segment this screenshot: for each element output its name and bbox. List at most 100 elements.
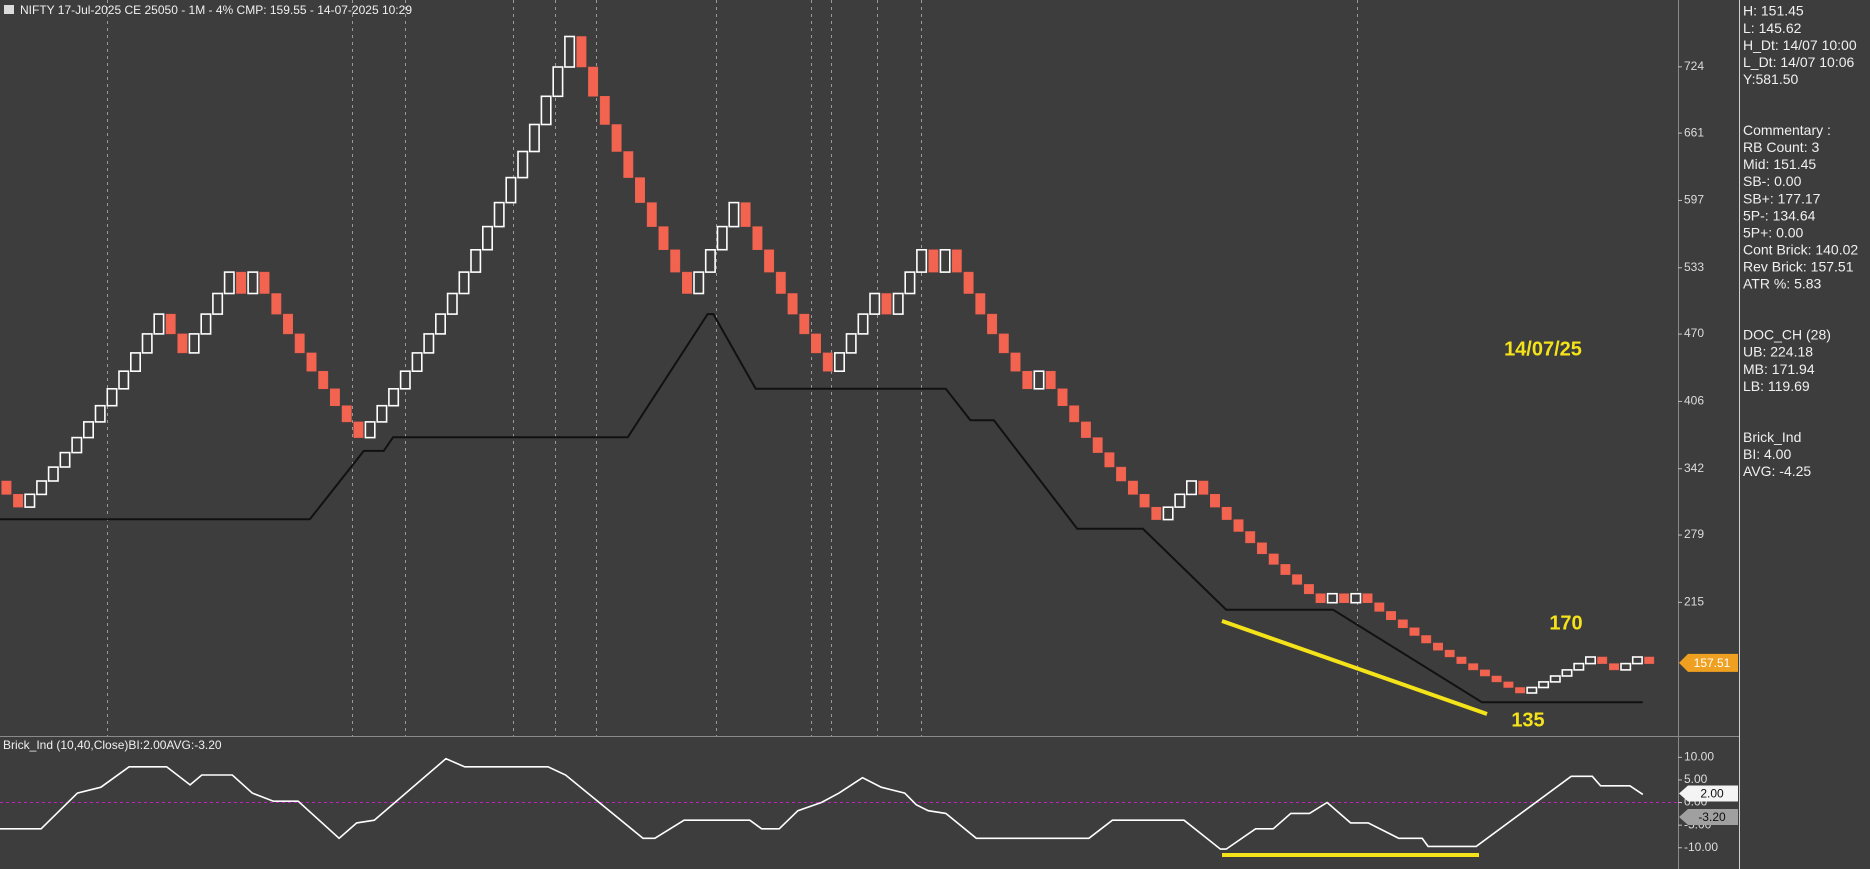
down-brick [658, 226, 669, 250]
down-brick [1116, 466, 1127, 482]
down-brick [975, 293, 986, 315]
up-brick [1186, 480, 1198, 496]
up-brick [71, 436, 83, 454]
info-line: DOC_CH (28) [1743, 327, 1831, 343]
annotation: 135 [1511, 709, 1544, 731]
up-brick [470, 249, 482, 273]
up-brick [36, 480, 48, 496]
up-brick [388, 387, 400, 407]
down-brick [963, 271, 974, 294]
last-price-label: 157.51 [1694, 656, 1731, 670]
down-brick [611, 124, 622, 152]
info-line: ATR %: 5.83 [1743, 276, 1822, 292]
info-line: 5P-: 134.64 [1743, 207, 1816, 223]
down-brick [1022, 370, 1033, 390]
up-brick [458, 271, 470, 295]
y-tick-label: 342 [1684, 461, 1704, 475]
down-brick [1210, 494, 1220, 508]
up-brick [517, 150, 529, 179]
y-tick-label: 533 [1684, 260, 1704, 274]
down-brick [1468, 663, 1479, 671]
info-line: MB: 171.94 [1743, 361, 1815, 377]
down-brick [822, 352, 833, 372]
down-brick [635, 177, 645, 203]
down-brick [1221, 506, 1232, 520]
up-brick [1620, 662, 1632, 671]
up-brick [1573, 662, 1585, 671]
info-line: RB Count: 3 [1743, 139, 1819, 155]
info-line: LB: 119.69 [1743, 378, 1810, 394]
chart-title: NIFTY 17-Jul-2025 CE 25050 - 1M - 4% CMP… [20, 3, 412, 17]
up-brick [693, 271, 705, 295]
trend-line [1221, 619, 1488, 716]
up-brick [200, 313, 212, 335]
up-brick [916, 249, 928, 273]
down-brick [271, 293, 282, 315]
down-brick [1421, 635, 1432, 644]
down-brick [1233, 519, 1244, 532]
down-brick [998, 333, 1009, 354]
up-brick [857, 313, 869, 335]
up-brick [1631, 656, 1643, 665]
up-brick [106, 387, 118, 407]
info-line: H_Dt: 14/07 10:00 [1743, 37, 1857, 53]
down-brick [1268, 553, 1279, 565]
down-brick [1280, 564, 1291, 575]
up-brick [1585, 656, 1597, 665]
up-brick [376, 404, 388, 423]
up-brick [505, 176, 517, 204]
down-brick [1409, 627, 1420, 636]
down-brick [1479, 669, 1490, 677]
info-line: BI: 4.00 [1743, 446, 1791, 462]
down-brick [1433, 642, 1443, 651]
info-line: AVG: -4.25 [1743, 463, 1811, 479]
down-brick [1104, 452, 1115, 468]
up-brick [481, 225, 493, 251]
down-brick [1, 480, 12, 495]
value-tag-label: -3.20 [1698, 810, 1726, 824]
down-brick [1045, 370, 1056, 390]
down-brick [775, 271, 786, 294]
title-icon [4, 5, 14, 14]
up-brick [1162, 506, 1174, 521]
down-brick [951, 249, 962, 273]
up-brick [59, 451, 71, 468]
down-brick [294, 333, 305, 354]
up-brick [1033, 370, 1045, 390]
down-brick [1456, 656, 1467, 664]
down-brick [1057, 388, 1068, 406]
up-brick [423, 333, 435, 354]
up-brick [223, 271, 235, 295]
down-brick [881, 293, 892, 315]
down-brick [623, 151, 634, 178]
y-tick-label: 215 [1684, 595, 1704, 609]
y-tick-label: -10.00 [1684, 840, 1718, 854]
y-tick-label: 470 [1684, 326, 1704, 340]
up-brick [869, 292, 881, 315]
down-brick [1503, 681, 1514, 688]
info-line: Rev Brick: 157.51 [1743, 258, 1854, 274]
down-brick [1151, 506, 1162, 520]
last-price-tag [1679, 653, 1738, 672]
down-brick [1080, 421, 1091, 438]
down-brick [1069, 405, 1080, 423]
down-brick [1256, 542, 1267, 555]
down-brick [764, 249, 775, 273]
down-brick [1315, 593, 1326, 603]
down-brick [1644, 656, 1655, 664]
up-brick [716, 225, 728, 251]
y-tick-label: 597 [1684, 193, 1704, 207]
up-brick [833, 352, 845, 372]
up-brick [845, 333, 857, 354]
down-brick [646, 202, 657, 227]
down-brick [177, 333, 188, 354]
down-brick [811, 333, 821, 354]
down-brick [1010, 352, 1021, 372]
down-brick [670, 249, 681, 273]
down-brick [1092, 437, 1103, 453]
up-brick [247, 271, 259, 295]
down-brick [599, 96, 610, 125]
down-brick [1198, 480, 1209, 495]
up-brick [728, 201, 740, 228]
